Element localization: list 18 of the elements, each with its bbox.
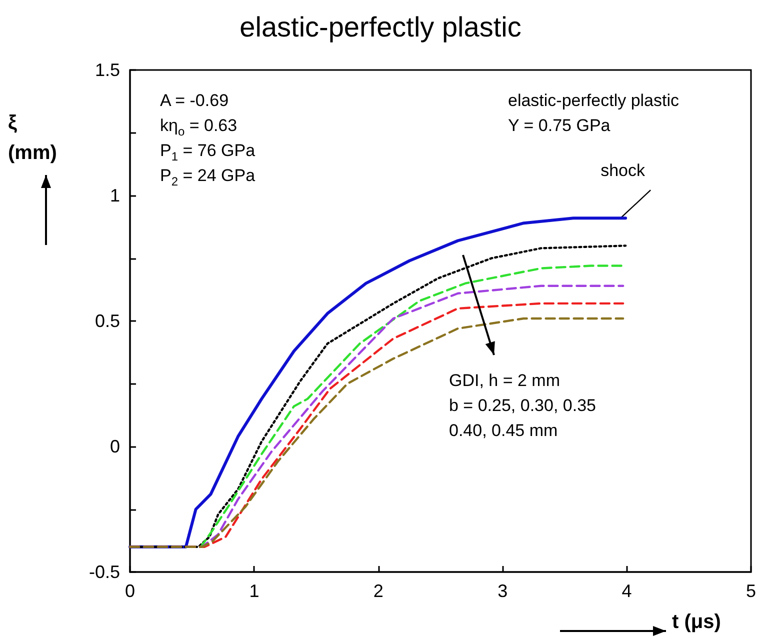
y-tick-label: -0.5 [88, 562, 120, 582]
x-tick-label: 2 [373, 581, 384, 601]
x-tick-label: 4 [622, 581, 632, 601]
text: Y = 0.75 GPa [508, 116, 610, 135]
text: elastic-perfectly plastic [508, 91, 680, 110]
chart-title: elastic-perfectly plastic [240, 12, 522, 42]
annotation: GDI, h = 2 mm b = 0.25, 0.30, 0.35 0.40, 0.45 mm [449, 371, 596, 440]
x-tick-label: 3 [498, 581, 508, 601]
y-tick-label: 1 [110, 186, 120, 206]
annotation: shock [600, 161, 646, 180]
x-axis-title: t (μs) [672, 611, 721, 633]
x-tick-label: 1 [249, 581, 260, 601]
x-tick-label: 5 [746, 581, 756, 601]
x-tick-label: 0 [124, 581, 136, 601]
y-tick-label: 0.5 [94, 311, 120, 331]
y-tick-label: 1.5 [94, 60, 120, 80]
y-tick-label: 0 [110, 436, 120, 456]
y-axis-title: ξ (mm) [8, 112, 57, 164]
